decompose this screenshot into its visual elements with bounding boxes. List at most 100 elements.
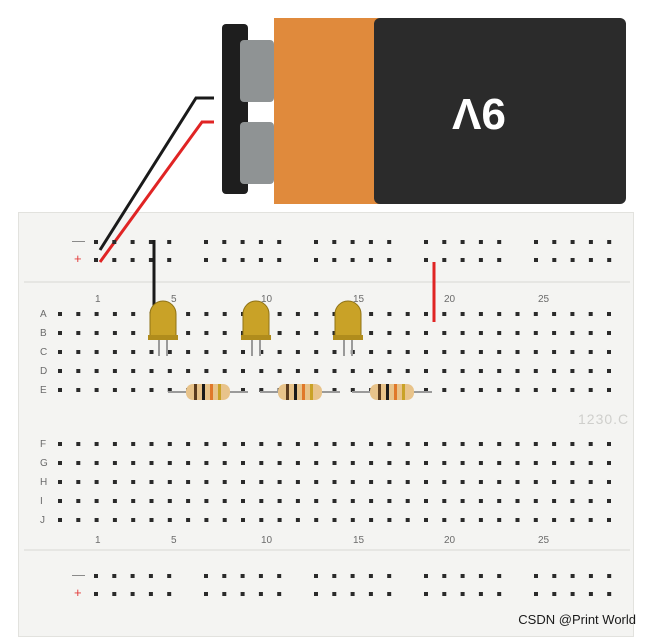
breadboard-hole: [607, 350, 611, 354]
breadboard-hole: [460, 350, 465, 354]
row-label-g: G: [40, 458, 48, 469]
breadboard-hole: [240, 258, 245, 262]
col-label-bottom-1: 1: [95, 535, 101, 546]
breadboard-hole: [131, 312, 136, 316]
breadboard-hole: [167, 518, 172, 522]
breadboard-hole: [478, 350, 483, 354]
row-label-h: H: [40, 477, 48, 488]
breadboard-hole: [607, 388, 611, 392]
breadboard-hole: [405, 442, 410, 446]
breadboard-hole: [442, 258, 447, 262]
breadboard-hole: [497, 350, 502, 354]
breadboard-hole: [94, 312, 99, 316]
breadboard-hole: [112, 592, 117, 596]
breadboard-hole: [332, 369, 337, 373]
breadboard-hole: [149, 350, 154, 354]
breadboard-hole: [277, 480, 282, 484]
wire-battery-black: [98, 96, 214, 251]
breadboard-hole: [497, 312, 502, 316]
breadboard-hole: [295, 518, 300, 522]
footer-credit: CSDN @Print World: [518, 612, 636, 627]
breadboard-hole: [350, 499, 355, 503]
breadboard-hole: [131, 480, 136, 484]
breadboard-hole: [442, 240, 447, 244]
breadboard-hole: [332, 258, 337, 262]
breadboard-hole: [204, 592, 208, 596]
breadboard-hole: [588, 369, 593, 373]
led-rim: [333, 335, 363, 340]
breadboard-hole: [94, 499, 99, 503]
breadboard-hole: [588, 312, 593, 316]
breadboard-hole: [314, 258, 318, 262]
col-label-top-5: 5: [171, 294, 177, 305]
breadboard-hole: [258, 574, 263, 578]
breadboard-hole: [277, 369, 282, 373]
breadboard-hole: [588, 499, 593, 503]
breadboard-hole: [76, 331, 81, 335]
breadboard-hole: [387, 499, 392, 503]
breadboard-hole: [112, 442, 117, 446]
breadboard-hole: [588, 442, 593, 446]
col-label-top-1: 1: [95, 294, 101, 305]
breadboard-hole: [240, 240, 245, 244]
breadboard-hole: [186, 312, 191, 316]
breadboard-hole: [94, 518, 99, 522]
breadboard-hole: [387, 480, 392, 484]
breadboard-hole: [167, 574, 172, 578]
breadboard-hole: [277, 312, 282, 316]
breadboard-hole: [149, 499, 154, 503]
breadboard-hole: [607, 312, 611, 316]
breadboard-hole: [130, 592, 135, 596]
breadboard-hole: [478, 331, 483, 335]
breadboard-hole: [131, 388, 136, 392]
breadboard-hole: [515, 350, 520, 354]
led-dome: [242, 300, 270, 339]
breadboard-hole: [607, 442, 611, 446]
breadboard-hole: [94, 350, 99, 354]
breadboard-hole: [460, 480, 465, 484]
breadboard-hole: [241, 461, 245, 465]
breadboard-hole: [515, 461, 520, 465]
breadboard-hole: [424, 592, 428, 596]
breadboard-hole: [442, 592, 447, 596]
breadboard-hole: [314, 461, 319, 465]
breadboard-hole: [460, 240, 465, 244]
breadboard-hole: [112, 240, 117, 244]
breadboard-hole: [552, 388, 557, 392]
breadboard-hole: [497, 442, 502, 446]
breadboard-hole: [405, 331, 410, 335]
breadboard-hole: [131, 461, 136, 465]
breadboard-hole: [533, 331, 538, 335]
breadboard-hole: [350, 388, 355, 392]
breadboard-hole: [94, 461, 99, 465]
breadboard-hole: [534, 240, 538, 244]
breadboard-hole: [258, 592, 263, 596]
breadboard-hole: [186, 518, 191, 522]
col-label-top-10: 10: [261, 294, 273, 305]
breadboard-hole: [607, 518, 611, 522]
breadboard-hole: [607, 499, 611, 503]
row-label-j: J: [40, 515, 45, 526]
breadboard-hole: [424, 480, 428, 484]
breadboard-hole: [94, 574, 98, 578]
breadboard-hole: [277, 331, 282, 335]
breadboard-hole: [552, 518, 557, 522]
breadboard-hole: [94, 388, 99, 392]
breadboard-hole: [131, 350, 136, 354]
breadboard-hole: [405, 350, 410, 354]
breadboard-hole: [204, 480, 209, 484]
breadboard-hole: [186, 499, 191, 503]
breadboard-hole: [460, 331, 465, 335]
breadboard-hole: [570, 312, 575, 316]
battery-label: 9V: [452, 89, 506, 138]
breadboard-hole: [607, 461, 611, 465]
breadboard-hole: [112, 312, 117, 316]
breadboard-hole: [570, 480, 575, 484]
breadboard-hole: [350, 258, 355, 262]
breadboard-hole: [442, 331, 447, 335]
breadboard-hole: [204, 350, 209, 354]
breadboard-hole: [332, 499, 337, 503]
breadboard-hole: [149, 480, 154, 484]
breadboard-hole: [314, 312, 319, 316]
breadboard-hole: [222, 499, 227, 503]
